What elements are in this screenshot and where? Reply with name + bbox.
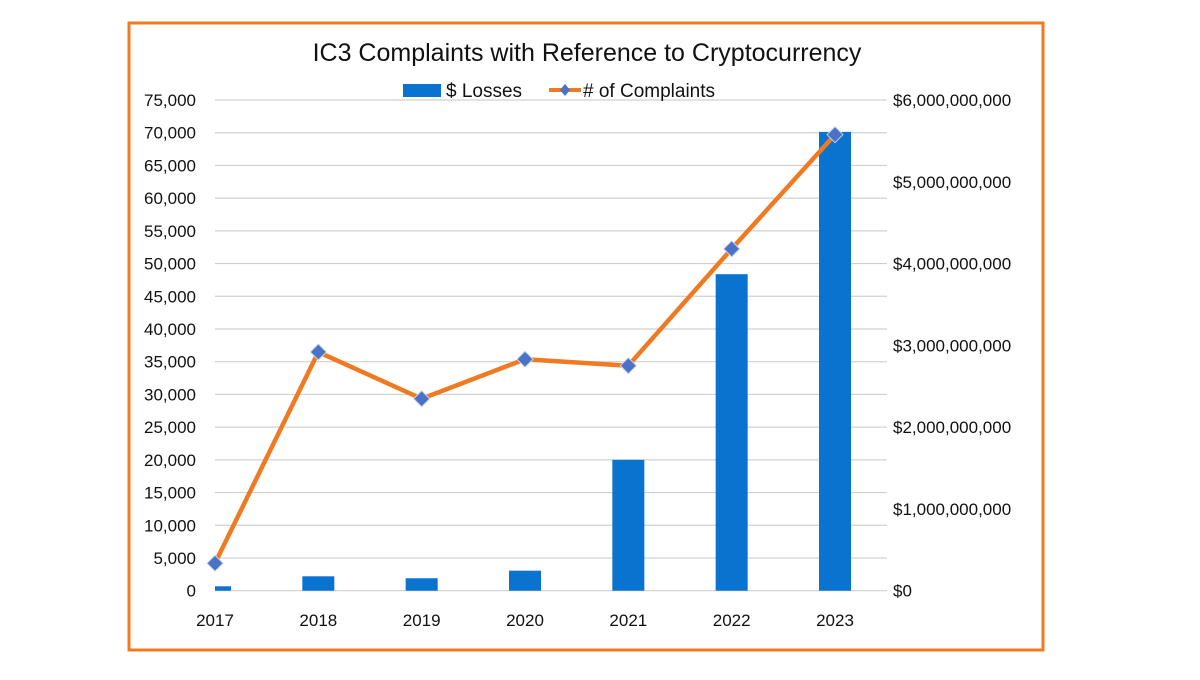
right-axis: $0 $1,000,000,000 $2,000,000,000 $3,000,000…: [893, 91, 1011, 601]
bar-2023: [819, 131, 851, 591]
bar-2017: [215, 586, 231, 591]
left-tick-label: 25,000: [144, 418, 196, 437]
marker-2017: [206, 554, 224, 572]
marker-2018: [309, 343, 328, 361]
x-tick-label: 2018: [299, 611, 337, 630]
bar-series: [215, 131, 851, 591]
legend-marker-complaints: [560, 84, 570, 96]
marker-2021: [619, 356, 638, 375]
left-tick-label: 65,000: [144, 156, 196, 175]
chart-title: IC3 Complaints with Reference to Cryptoc…: [313, 39, 862, 67]
left-tick-label: 30,000: [144, 385, 196, 404]
right-tick-label: $1,000,000,000: [893, 500, 1011, 519]
left-tick-label: 40,000: [144, 320, 196, 339]
marker-2023: [826, 125, 844, 144]
x-tick-label: 2020: [506, 611, 544, 630]
right-tick-label: $0: [893, 582, 912, 601]
line-series: [206, 125, 844, 572]
right-tick-label: $5,000,000,000: [893, 173, 1011, 192]
chart-frame: [127, 21, 1045, 652]
marker-2020: [516, 350, 534, 368]
left-tick-label: 45,000: [144, 287, 196, 306]
left-axis: 0 5,000 10,000 15,000 20,000 25,000 30,000 35,0…: [144, 91, 196, 601]
right-tick-label: $4,000,000,000: [893, 255, 1011, 274]
bar-2022: [715, 274, 748, 591]
x-tick-label: 2017: [196, 611, 234, 630]
left-tick-label: 70,000: [144, 124, 196, 143]
x-tick-label: 2023: [816, 611, 854, 630]
left-tick-label: 20,000: [144, 451, 196, 470]
marker-2022: [722, 240, 741, 258]
right-tick-label: $3,000,000,000: [893, 336, 1011, 355]
bar-2020: [509, 570, 541, 591]
legend-label-losses: $ Losses: [446, 81, 522, 102]
legend-swatch-losses: [403, 84, 441, 97]
x-tick-label: 2022: [713, 611, 751, 630]
left-tick-label: 0: [187, 582, 196, 601]
left-tick-label: 55,000: [144, 222, 196, 241]
bar-2018: [302, 576, 335, 591]
left-tick-label: 15,000: [144, 484, 196, 503]
marker-2019: [412, 390, 431, 408]
bar-2021: [612, 459, 645, 591]
right-tick-label: $2,000,000,000: [893, 418, 1011, 437]
bar-2019: [405, 578, 438, 591]
x-tick-label: 2021: [609, 611, 647, 630]
gridlines: [215, 99, 887, 592]
left-tick-label: 10,000: [144, 516, 196, 535]
left-tick-label: 5,000: [153, 549, 196, 568]
x-tick-label: 2019: [403, 611, 441, 630]
left-tick-label: 75,000: [144, 91, 196, 110]
x-axis: 2017 2018 2019 2020 2021 2022 2023: [196, 611, 854, 630]
right-tick-label: $6,000,000,000: [893, 91, 1011, 110]
left-tick-label: 35,000: [144, 353, 196, 372]
legend: $ Losses # of Complaints: [403, 81, 715, 102]
legend-label-complaints: # of Complaints: [583, 81, 715, 102]
left-tick-label: 50,000: [144, 255, 196, 274]
left-tick-label: 60,000: [144, 189, 196, 208]
